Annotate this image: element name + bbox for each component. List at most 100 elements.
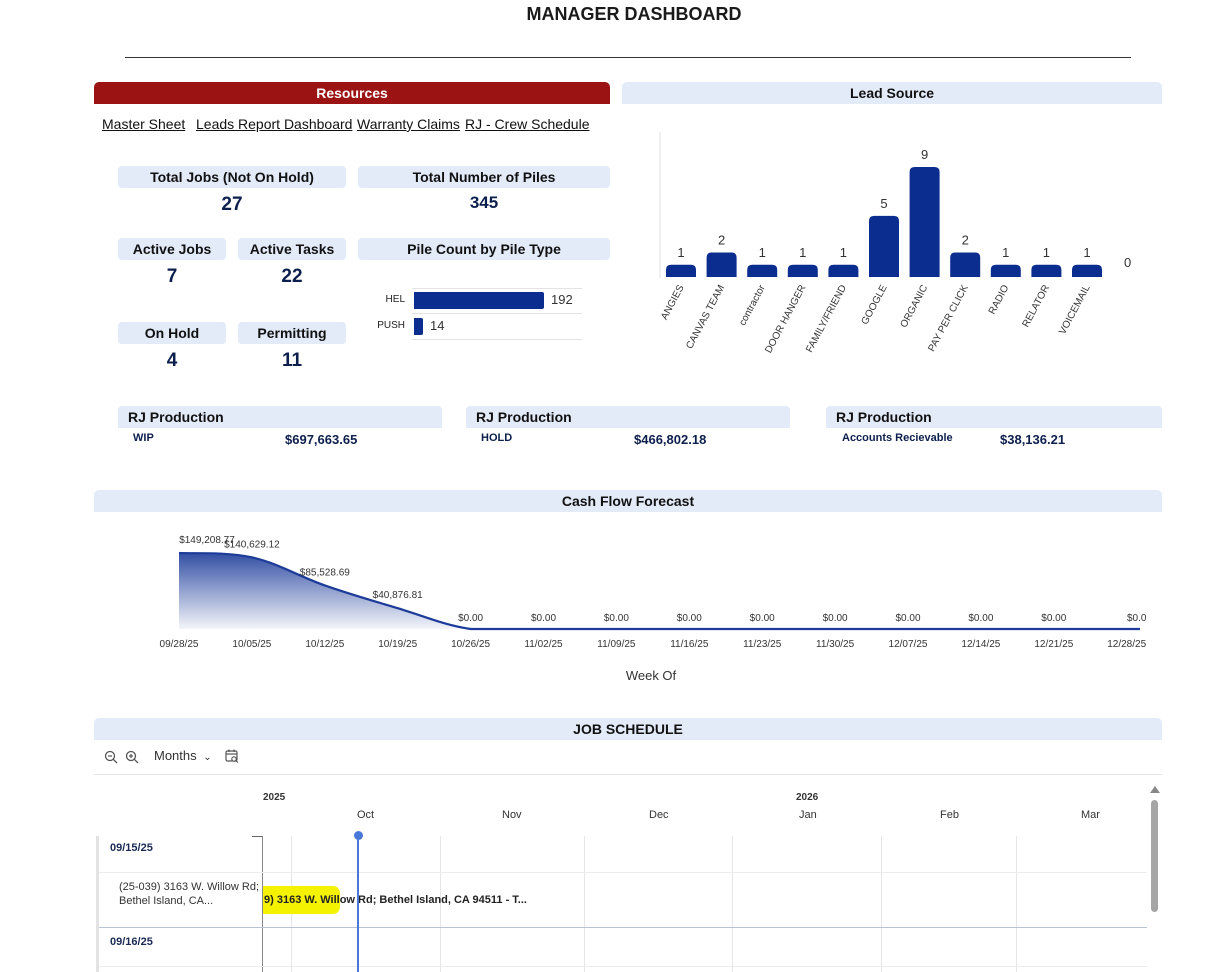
lead-category-label: ANGIES bbox=[659, 283, 687, 322]
cash-value-label: $0.00 bbox=[750, 613, 775, 624]
production-wip-value: $697,663.65 bbox=[285, 432, 358, 447]
scroll-up-icon[interactable] bbox=[1150, 786, 1160, 794]
cash-value-label: $85,528.69 bbox=[300, 567, 350, 578]
lead-category-label: CANVAS TEAM bbox=[684, 283, 727, 351]
cash-date-label: 12/14/25 bbox=[961, 639, 1000, 650]
lead-bar bbox=[666, 264, 696, 277]
task-label[interactable]: (25-039) 3163 W. Willow Rd; Bethel Islan… bbox=[119, 881, 259, 907]
scrollbar-thumb[interactable] bbox=[1151, 800, 1158, 912]
leads-report-link[interactable]: Leads Report Dashboard bbox=[196, 116, 353, 132]
lead-bar bbox=[950, 252, 981, 277]
gantt-gridline bbox=[732, 836, 733, 972]
cash-flow-area bbox=[179, 553, 1140, 629]
lead-bar bbox=[828, 264, 859, 277]
production-ar-label: Accounts Recievable bbox=[842, 432, 953, 444]
lead-value-label: 1 bbox=[1002, 245, 1009, 260]
lead-bar bbox=[747, 264, 778, 277]
lead-value-label: 1 bbox=[677, 245, 684, 260]
cash-date-label: 11/16/25 bbox=[670, 639, 709, 650]
lead-category-label: contractor bbox=[737, 283, 768, 328]
title-divider bbox=[125, 57, 1131, 58]
cash-value-label: $0.00 bbox=[895, 613, 920, 624]
lead-bar bbox=[909, 167, 940, 277]
group-header-0915[interactable]: 09/15/25 bbox=[110, 842, 153, 854]
cash-date-label: 10/19/25 bbox=[378, 639, 417, 650]
cash-value-label: $0.00 bbox=[677, 613, 702, 624]
month-feb: Feb bbox=[940, 809, 959, 821]
on-hold-value: 4 bbox=[166, 350, 178, 371]
zoom-in-icon[interactable] bbox=[125, 750, 139, 764]
warranty-claims-link[interactable]: Warranty Claims bbox=[357, 116, 460, 132]
production-hold-value: $466,802.18 bbox=[634, 432, 707, 447]
lead-category-label: RADIO bbox=[987, 283, 1012, 316]
gantt-gridline bbox=[1016, 836, 1017, 972]
month-jan: Jan bbox=[799, 809, 817, 821]
task-bar-text: 9) 3163 W. Willow Rd; Bethel Island, CA … bbox=[264, 894, 527, 906]
gantt-row-line bbox=[99, 872, 1147, 873]
cash-date-label: 10/26/25 bbox=[451, 639, 490, 650]
lead-value-label: 1 bbox=[1083, 245, 1090, 260]
pile-gridline bbox=[412, 339, 582, 340]
permitting-label: Permitting bbox=[238, 322, 346, 344]
lead-category-label: VOICEMAIL bbox=[1057, 283, 1092, 337]
lead-value-label: 1 bbox=[1043, 245, 1050, 260]
lead-bar bbox=[787, 264, 818, 277]
cash-value-label: $0.0 bbox=[1127, 613, 1147, 624]
cash-value-label: $140,629.12 bbox=[224, 539, 280, 550]
pile-gridline bbox=[412, 313, 582, 314]
lead-value-label: 2 bbox=[718, 233, 725, 248]
month-dec: Dec bbox=[649, 809, 669, 821]
permitting-value: 11 bbox=[281, 350, 303, 371]
pile-gridline bbox=[412, 288, 582, 289]
pile-bar-push bbox=[414, 318, 423, 335]
lead-category-label: DOOR HANGER bbox=[763, 283, 808, 355]
pile-value-hel: 192 bbox=[551, 292, 573, 307]
resources-header: Resources bbox=[94, 82, 610, 104]
calendar-search-icon[interactable] bbox=[225, 749, 239, 763]
task-bar[interactable] bbox=[263, 886, 340, 914]
active-tasks-value: 22 bbox=[281, 266, 303, 287]
production-wip-label: WIP bbox=[133, 432, 154, 444]
cash-value-label: $0.00 bbox=[1041, 613, 1066, 624]
cash-value-label: $0.00 bbox=[823, 613, 848, 624]
view-mode-label: Months bbox=[154, 748, 197, 763]
total-jobs-value: 27 bbox=[221, 194, 243, 215]
lead-value-label: 5 bbox=[880, 196, 887, 211]
view-mode-dropdown[interactable]: Months ⌄ bbox=[154, 748, 212, 763]
on-hold-label: On Hold bbox=[118, 322, 226, 344]
lead-value-label: 1 bbox=[799, 245, 806, 260]
cash-date-label: 11/09/25 bbox=[597, 639, 636, 650]
gantt-label-divider bbox=[262, 836, 263, 972]
zoom-out-icon[interactable] bbox=[104, 750, 118, 764]
group-header-0916[interactable]: 09/16/25 bbox=[110, 936, 153, 948]
job-schedule-header: JOB SCHEDULE bbox=[94, 718, 1162, 740]
total-piles-label: Total Number of Piles bbox=[358, 166, 610, 188]
lead-category-label: RELATOR bbox=[1021, 283, 1052, 329]
cash-flow-header: Cash Flow Forecast bbox=[94, 490, 1162, 512]
production-hold-title: RJ Production bbox=[466, 406, 790, 428]
month-nov: Nov bbox=[502, 809, 522, 821]
cash-flow-chart: $149,208.77 09/28/25 $140,629.12 10/05/25 $8… bbox=[160, 535, 1147, 683]
lead-category-label: GOOGLE bbox=[860, 283, 890, 327]
active-jobs-value: 7 bbox=[166, 266, 178, 287]
lead-bar bbox=[706, 252, 737, 277]
pile-label-push: PUSH bbox=[377, 320, 405, 331]
year-2025: 2025 bbox=[263, 792, 286, 803]
gantt-gridline bbox=[584, 836, 585, 972]
cash-value-label: $0.00 bbox=[604, 613, 629, 624]
gantt-bracket bbox=[252, 836, 262, 837]
crew-schedule-link[interactable]: RJ - Crew Schedule bbox=[465, 116, 590, 132]
chevron-down-icon: ⌄ bbox=[203, 752, 212, 763]
cash-date-label: 10/05/25 bbox=[232, 639, 271, 650]
production-ar-title: RJ Production bbox=[826, 406, 1162, 428]
cash-date-label: 10/12/25 bbox=[305, 639, 344, 650]
year-2026: 2026 bbox=[796, 792, 819, 803]
cash-value-label: $40,876.81 bbox=[373, 590, 423, 601]
lead-category-label: ORGANIC bbox=[899, 283, 931, 329]
cash-xaxis-title: Week Of bbox=[626, 668, 677, 683]
production-wip-title: RJ Production bbox=[118, 406, 442, 428]
master-sheet-link[interactable]: Master Sheet bbox=[102, 116, 186, 132]
cash-value-label: $149,208.77 bbox=[179, 535, 235, 546]
today-marker-line bbox=[357, 836, 359, 972]
lead-source-header: Lead Source bbox=[622, 82, 1162, 104]
